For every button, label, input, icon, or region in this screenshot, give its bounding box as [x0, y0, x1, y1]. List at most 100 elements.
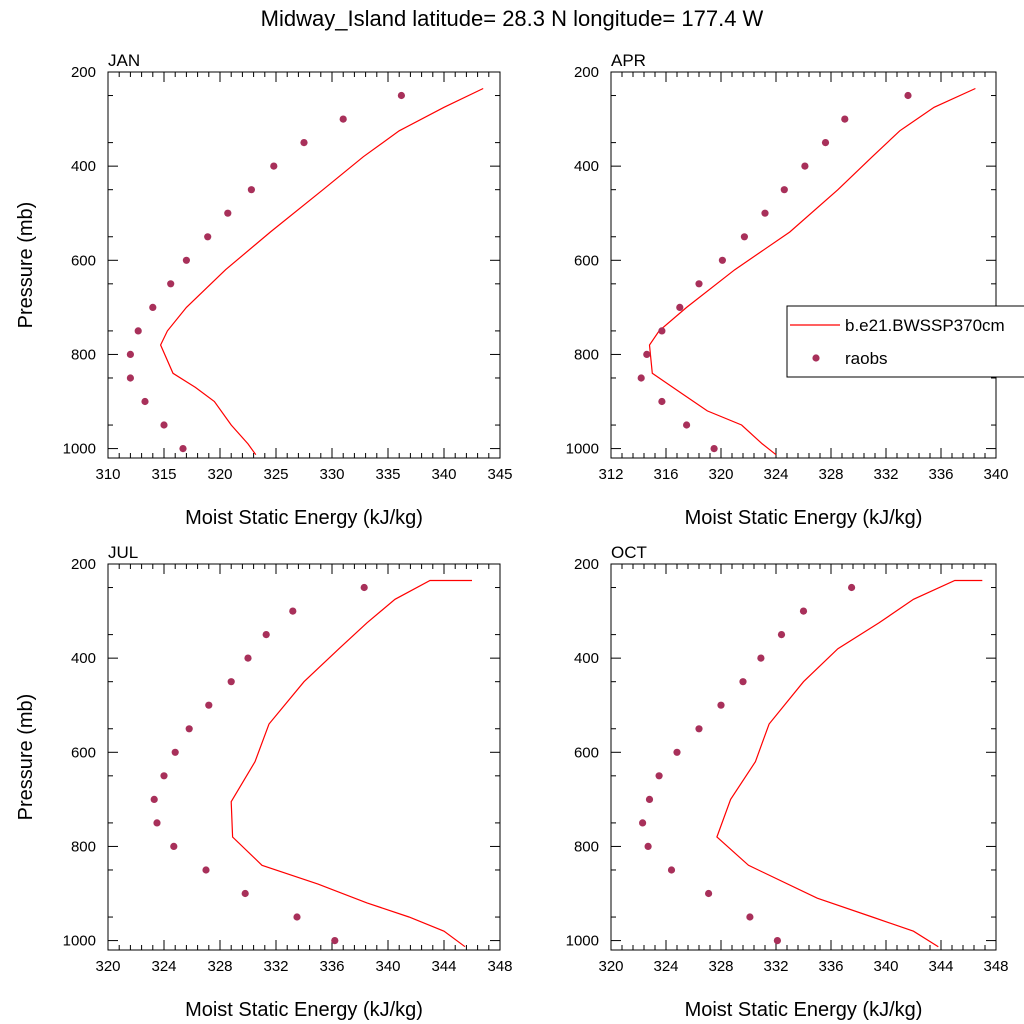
panel-jul: JUL 320 324 328 332 336 340 344 348 200 400 600 800 1… [15, 543, 513, 1021]
raobs-point [773, 937, 782, 945]
raobs-point [639, 819, 647, 827]
raobs-point [160, 772, 168, 780]
series-group [639, 579, 983, 948]
raobs-point [848, 583, 856, 592]
x-tick-label: 310 [95, 466, 120, 483]
y-axis-label: Pressure (mb) [15, 694, 37, 821]
y-tick-label: 800 [71, 838, 96, 855]
raobs-point [655, 772, 663, 780]
raobs-point [202, 866, 210, 874]
x-tick-label: 336 [818, 958, 843, 975]
x-tick-label: 344 [928, 958, 953, 975]
x-tick-label: 332 [873, 466, 898, 483]
x-tick-label: 332 [763, 958, 788, 975]
raobs-point [300, 139, 308, 147]
y-tick-label: 1000 [63, 441, 96, 458]
x-tick-label: 344 [431, 958, 456, 975]
x-tick-label: 330 [319, 466, 344, 483]
x-tick-label: 336 [928, 466, 953, 483]
x-tick-label: 320 [207, 466, 232, 483]
raobs-point [262, 631, 270, 639]
raobs-point [205, 701, 213, 709]
raobs-point [637, 374, 645, 382]
legend-entry-raobs: raobs [845, 349, 888, 368]
x-tick-label: 348 [487, 958, 512, 975]
panel-oct: OCT 320 324 328 332 336 340 344 348 200 400 600 800 1… [566, 543, 1009, 1021]
raobs-point [801, 162, 809, 170]
model-profile-line [648, 87, 976, 456]
raobs-point [761, 209, 769, 217]
raobs-point [643, 350, 651, 358]
y-tick-label: 400 [71, 158, 96, 175]
panel-label: OCT [611, 543, 647, 562]
raobs-point [331, 937, 339, 945]
x-axis-label: Moist Static Energy (kJ/kg) [685, 507, 923, 529]
panel-jan: JAN 310 315 320 325 330 335 340 345 200 400 600 800 1… [15, 51, 513, 529]
y-tick-label: 200 [71, 64, 96, 81]
model-profile-line [230, 579, 472, 948]
x-tick-label: 320 [95, 958, 120, 975]
raobs-point [799, 607, 808, 615]
x-tick-label: 320 [708, 466, 733, 483]
raobs-point [182, 256, 190, 264]
raobs-point [821, 139, 830, 147]
y-tick-label: 200 [574, 64, 599, 81]
panel-label: JUL [108, 543, 138, 562]
raobs-point [293, 913, 301, 921]
y-tick-label: 800 [574, 346, 599, 363]
x-axis-label: Moist Static Energy (kJ/kg) [685, 999, 923, 1021]
series-group [126, 87, 484, 456]
x-tick-label: 316 [653, 466, 678, 483]
raobs-point [339, 115, 347, 123]
x-tick-label: 345 [487, 466, 512, 483]
raobs-point [149, 303, 157, 311]
raobs-point [645, 795, 654, 804]
raobs-point [397, 91, 405, 100]
raobs-point [777, 631, 786, 639]
y-tick-label: 600 [574, 252, 599, 269]
raobs-point [160, 421, 168, 429]
x-tick-label: 312 [598, 466, 623, 483]
raobs-point [227, 678, 235, 686]
raobs-point [705, 889, 713, 898]
raobs-point [658, 397, 666, 406]
raobs-point [360, 583, 368, 592]
raobs-point [289, 607, 297, 615]
raobs-point [185, 725, 193, 733]
x-tick-label: 328 [207, 958, 232, 975]
raobs-point [904, 91, 912, 100]
y-tick-label: 400 [574, 650, 599, 667]
series-group [637, 87, 976, 456]
x-tick-label: 332 [263, 958, 288, 975]
y-tick-label: 400 [71, 650, 96, 667]
x-tick-label: 324 [151, 958, 176, 975]
x-tick-label: 325 [263, 466, 288, 483]
raobs-point [718, 256, 727, 264]
legend: b.e21.BWSSP370cm raobs [786, 305, 1024, 378]
raobs-point [141, 397, 149, 406]
legend-box [786, 305, 1024, 378]
x-axis-label: Moist Static Energy (kJ/kg) [185, 999, 423, 1021]
y-axis-label: Pressure (mb) [15, 202, 37, 329]
raobs-point [224, 209, 232, 217]
raobs-point [739, 678, 747, 686]
raobs-point [150, 795, 158, 804]
panel-apr: APR 312 316 320 324 328 332 336 340 200 400 600 800 1… [566, 51, 1009, 529]
series-group [150, 579, 472, 948]
y-tick-label: 800 [71, 346, 96, 363]
x-tick-label: 340 [375, 958, 400, 975]
y-tick-label: 600 [574, 744, 599, 761]
plot-frame [107, 71, 501, 459]
plot-frame [107, 563, 501, 951]
y-tick-label: 600 [71, 252, 96, 269]
raobs-point [717, 701, 725, 709]
x-tick-label: 336 [319, 958, 344, 975]
raobs-point [841, 115, 849, 123]
raobs-point [780, 186, 788, 194]
raobs-point [695, 725, 703, 733]
raobs-point [179, 445, 187, 453]
y-tick-label: 600 [71, 744, 96, 761]
x-tick-label: 324 [653, 958, 678, 975]
raobs-point [757, 654, 765, 662]
figure-title: Midway_Island latitude= 28.3 N longitude… [261, 6, 764, 31]
